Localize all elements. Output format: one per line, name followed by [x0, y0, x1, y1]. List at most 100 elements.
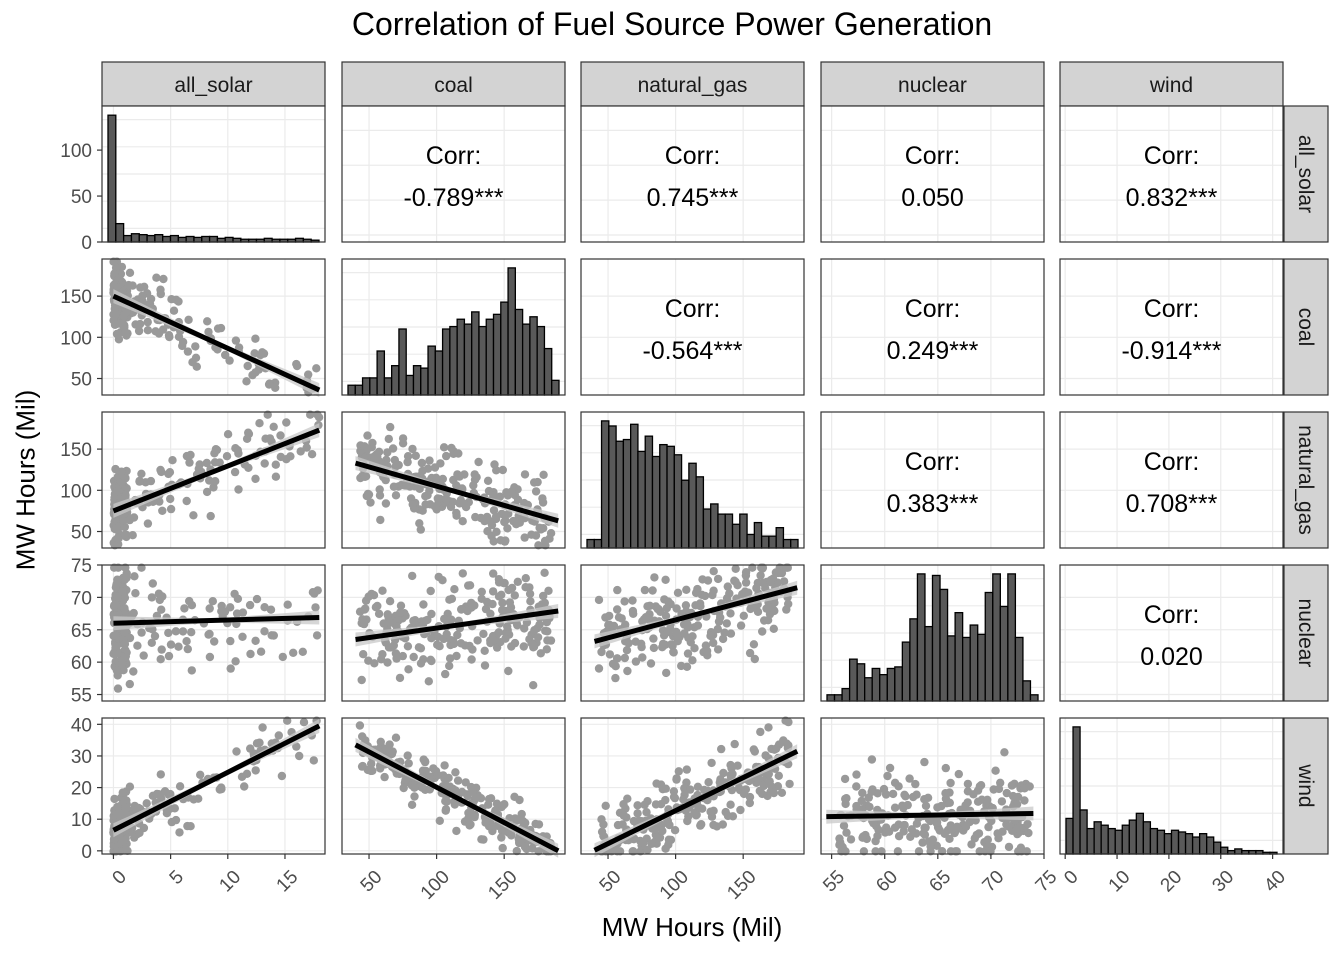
- x-tick-label: 100: [417, 867, 454, 904]
- x-tick-label: 15: [273, 867, 303, 897]
- histogram-bar: [122, 234, 133, 243]
- scatter-point: [445, 661, 454, 671]
- y-tick-label: 40: [71, 715, 92, 736]
- panel-border: [580, 258, 805, 396]
- scatter-point: [152, 273, 161, 282]
- scatter-point: [649, 634, 658, 643]
- scatter-point: [647, 839, 656, 848]
- scatter-point: [639, 615, 649, 624]
- scatter-point: [421, 500, 430, 509]
- scatter-point: [760, 616, 769, 625]
- scatter-point: [211, 477, 220, 486]
- scatter-point: [525, 589, 535, 598]
- scatter-point: [750, 654, 759, 664]
- histogram-bar: [1220, 846, 1229, 855]
- scatter-point: [424, 677, 433, 686]
- corr-label: Corr:: [1144, 295, 1200, 323]
- scatter-point: [764, 769, 773, 779]
- scatter-point: [543, 627, 552, 636]
- scatter-point: [899, 803, 908, 813]
- scatter-point: [425, 772, 434, 781]
- scatter-point: [909, 792, 918, 802]
- scatter-point: [772, 744, 781, 753]
- scatter-point: [477, 587, 486, 596]
- row-strip-label-coal: coal: [1294, 308, 1317, 347]
- panel-background: [821, 106, 1044, 242]
- scatter-point: [673, 588, 683, 597]
- scatter-point: [125, 782, 135, 791]
- scatter-point: [435, 816, 444, 825]
- scatter-point: [131, 589, 140, 598]
- scatter-point: [469, 481, 478, 490]
- scatter-point: [852, 801, 861, 811]
- scatter-point: [166, 494, 175, 504]
- scatter-point: [120, 653, 129, 662]
- scatter-point: [371, 603, 381, 612]
- histogram-bar: [894, 666, 904, 702]
- scatter-point: [381, 475, 390, 485]
- regression-line: [112, 427, 321, 514]
- scatter-point: [473, 636, 482, 645]
- scatter-point: [504, 666, 513, 676]
- y-tick-label: 55: [71, 686, 92, 707]
- scatter-point: [457, 605, 466, 614]
- scatter-point: [706, 631, 715, 641]
- scatter-point: [661, 784, 670, 793]
- scatter-point: [890, 803, 900, 812]
- scatter-point: [766, 603, 775, 612]
- panel-background: [581, 259, 804, 395]
- scatter-point: [619, 811, 629, 820]
- scatter-point: [467, 655, 476, 664]
- scatter-point: [669, 648, 678, 657]
- scatter-point: [416, 659, 426, 668]
- histogram-bar: [391, 365, 400, 396]
- scatter-point: [408, 444, 417, 454]
- scatter-point: [1007, 781, 1017, 790]
- scatter-point: [765, 777, 774, 786]
- scatter-point: [655, 833, 665, 842]
- scatter-point: [756, 727, 765, 737]
- histogram-bar: [427, 345, 436, 396]
- scatter-point: [1008, 791, 1018, 801]
- scatter-point: [1012, 800, 1022, 809]
- histogram-bar: [208, 235, 219, 243]
- scatter-point: [709, 567, 718, 576]
- scatter-point: [731, 564, 740, 573]
- scatter-point: [529, 681, 538, 690]
- scatter-point: [202, 487, 212, 497]
- histogram-bar: [775, 527, 785, 549]
- scatter-point: [302, 443, 311, 452]
- scatter-point: [389, 482, 399, 491]
- scatter-point: [513, 577, 522, 586]
- scatter-point: [963, 787, 973, 796]
- scatter-point: [112, 642, 121, 651]
- scatter-point: [662, 668, 671, 678]
- scatter-point: [203, 317, 212, 326]
- corr-label: Corr:: [905, 142, 961, 170]
- scatter-point: [357, 675, 366, 685]
- scatter-point: [196, 770, 205, 779]
- scatter-point: [658, 826, 667, 836]
- scatter-point: [453, 630, 462, 640]
- scatter-point: [723, 582, 732, 591]
- scatter-point: [458, 569, 467, 578]
- scatter-point: [932, 841, 941, 850]
- histogram-bar: [154, 233, 164, 243]
- scatter-point: [109, 316, 118, 325]
- scatter-point: [364, 592, 373, 601]
- histogram-bar: [347, 384, 356, 396]
- histogram-bar: [879, 673, 888, 702]
- scatter-point: [884, 827, 894, 836]
- corr-value-coal-nuclear: 0.249***: [887, 337, 979, 365]
- scatter-point: [202, 458, 211, 468]
- panel-border: [580, 105, 805, 243]
- scatter-point: [836, 838, 845, 847]
- row-strip-label-nuclear: nuclear: [1294, 599, 1317, 668]
- scatter-point: [175, 828, 184, 837]
- scatter-point: [531, 531, 541, 540]
- histogram-bar: [1022, 680, 1032, 702]
- scatter-point: [467, 598, 476, 608]
- scatter-point: [381, 499, 391, 508]
- regression-line: [354, 460, 559, 524]
- scatter-point: [492, 527, 501, 536]
